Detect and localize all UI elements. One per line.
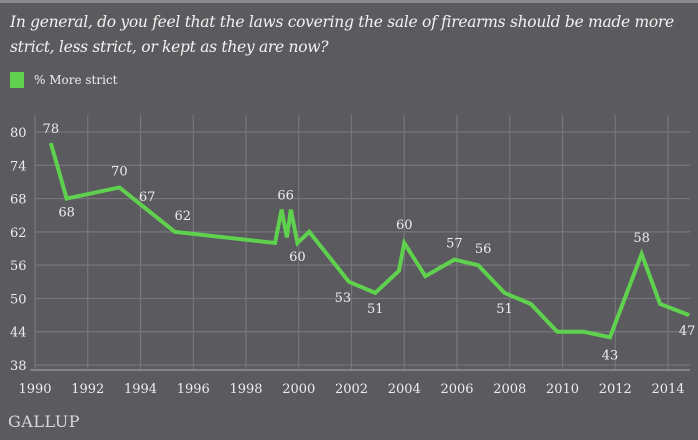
y-tick-label: 50 [10,292,27,307]
y-tick-label: 56 [10,259,27,274]
y-tick-label: 80 [10,126,27,141]
data-label: 53 [335,291,352,306]
data-label: 57 [446,237,463,252]
legend: % More strict [10,72,117,88]
data-label: 60 [396,218,413,233]
y-tick-label: 68 [10,193,27,208]
legend-label: % More strict [34,73,118,87]
x-tick-label: 1990 [18,382,51,397]
y-tick-label: 62 [10,226,27,241]
x-tick-label: 2008 [493,382,526,397]
x-tick-label: 1996 [177,382,210,397]
x-tick-label: 2006 [440,382,473,397]
x-tick-label: 1998 [229,382,262,397]
x-tick-label: 2010 [546,382,579,397]
data-label: 70 [111,164,128,179]
chart-title: In general, do you feel that the laws co… [10,13,674,56]
data-label: 67 [139,190,156,205]
gallup-logo: GALLUP [8,412,80,431]
top-border [0,0,698,3]
x-tick-label: 1992 [71,382,104,397]
data-label: 58 [633,231,650,246]
y-tick-label: 44 [10,326,27,341]
y-tick-label: 74 [10,159,27,174]
data-label: 43 [602,348,619,363]
data-label: 47 [679,324,696,339]
legend-swatch [10,72,24,88]
data-label: 62 [175,209,192,224]
data-label: 56 [475,242,492,257]
data-label: 66 [277,189,294,204]
data-label: 60 [289,250,306,265]
x-tick-label: 2012 [599,382,632,397]
data-label: 51 [496,302,513,317]
x-tick-label: 2004 [388,382,421,397]
data-label: 78 [43,122,60,137]
x-tick-label: 1994 [124,382,157,397]
data-label: 51 [367,302,384,317]
x-tick-label: 2000 [282,382,315,397]
x-tick-label: 2014 [651,382,684,397]
y-tick-label: 38 [10,359,27,374]
x-tick-label: 2002 [335,382,368,397]
data-label: 68 [58,206,75,221]
series-line [48,142,690,340]
